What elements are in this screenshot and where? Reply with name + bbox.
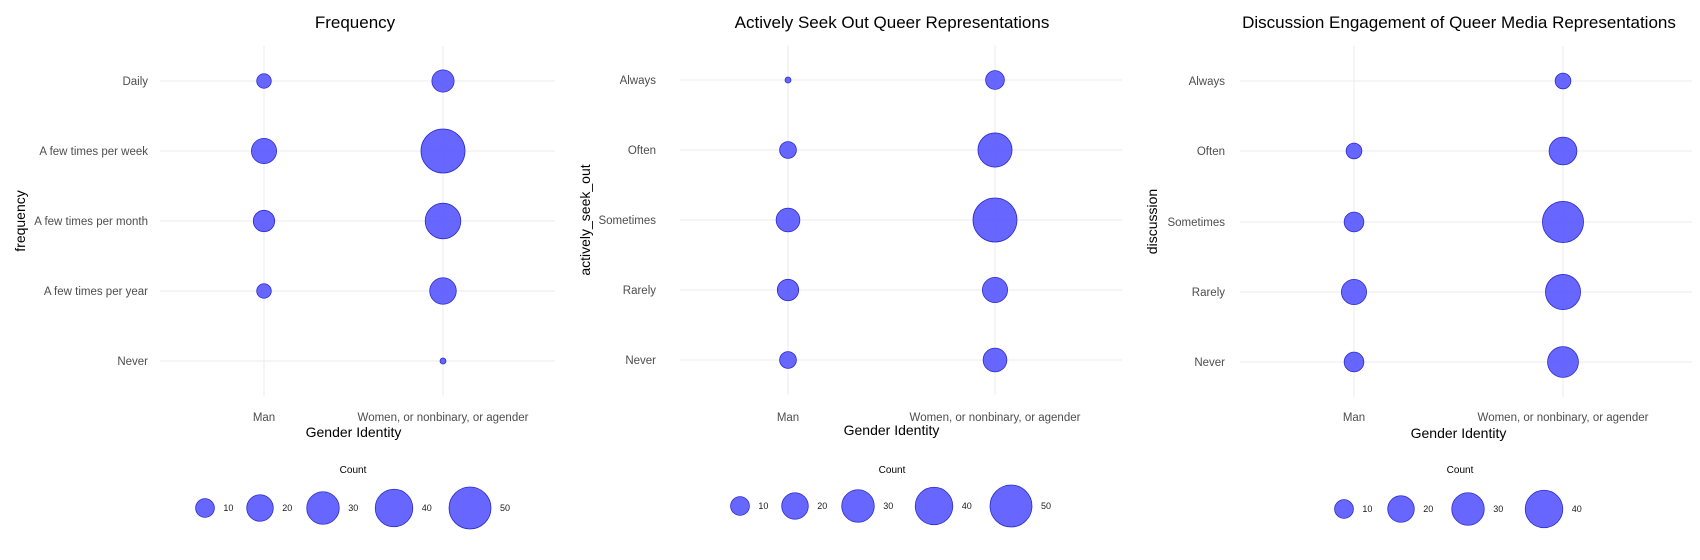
legend-key-label: 40 (1572, 504, 1582, 514)
x-tick-label: Women, or nonbinary, or agender (910, 412, 1081, 424)
data-bubble (776, 278, 800, 302)
y-tick-label: Always (620, 75, 657, 87)
data-bubble (256, 283, 272, 299)
legend-key-label: 50 (500, 503, 510, 513)
legend-title: Count (340, 465, 367, 476)
legend-key-bubble (374, 488, 414, 528)
data-bubble (252, 209, 276, 233)
y-tick-label: Never (117, 356, 148, 368)
legend-key-bubble (1334, 499, 1354, 519)
y-tick-label: Daily (122, 76, 148, 88)
data-bubble (1554, 72, 1572, 90)
data-bubble (429, 277, 457, 305)
data-bubble (431, 69, 455, 93)
data-bubble (1547, 346, 1579, 378)
data-bubble (779, 141, 797, 159)
legend-key-bubble (1387, 495, 1415, 523)
data-bubble (779, 351, 797, 369)
panel-1: Frequency Daily A few times per week A few … (12, 13, 555, 530)
legend-key-label: 20 (1423, 504, 1433, 514)
legend-key-label: 40 (422, 503, 432, 513)
legend-key-label: 20 (282, 503, 292, 513)
legend-key-bubble (195, 498, 215, 518)
y-tick-label: A few times per week (39, 146, 148, 158)
x-axis-title: Gender Identity (844, 422, 940, 438)
y-tick-label: A few times per month (34, 216, 148, 228)
y-axis-title: actively_seek_out (577, 164, 593, 275)
legend-key-bubble (781, 492, 809, 520)
data-bubble (982, 347, 1008, 373)
data-bubble (1343, 351, 1365, 373)
y-tick-label: Never (1194, 357, 1225, 369)
legend-key-label: 30 (883, 501, 893, 511)
panel-2: Actively Seek Out Queer Representations A… (577, 13, 1122, 528)
y-tick-label: Sometimes (1167, 217, 1225, 229)
legend-key-bubble (841, 489, 875, 523)
y-tick-label: Rarely (623, 285, 656, 297)
data-bubble (1542, 201, 1584, 243)
data-bubble (1545, 274, 1581, 310)
legend-title: Count (1447, 465, 1474, 476)
data-bubble (420, 128, 466, 174)
y-axis-title: discussion (1144, 189, 1160, 254)
data-bubble (1341, 279, 1367, 305)
legend-key-bubble (1451, 492, 1485, 526)
data-bubble (775, 207, 801, 233)
legend-key-label: 10 (1362, 504, 1372, 514)
data-bubble (784, 76, 792, 84)
y-tick-label: Often (1197, 146, 1225, 158)
data-bubble (439, 357, 447, 365)
data-bubble (1345, 142, 1363, 160)
legend-key-label: 50 (1041, 501, 1051, 511)
x-tick-label: Women, or nonbinary, or agender (1478, 412, 1649, 424)
y-tick-label: A few times per year (44, 286, 148, 298)
legend-key-bubble (306, 491, 340, 525)
legend-key-bubble (1524, 489, 1564, 529)
legend-key-label: 10 (758, 501, 768, 511)
data-bubble (977, 132, 1013, 168)
y-tick-label: Always (1189, 76, 1226, 88)
data-bubble (985, 70, 1005, 90)
x-tick-label: Man (1343, 412, 1365, 424)
data-bubble (256, 73, 272, 89)
legend-key-label: 40 (962, 501, 972, 511)
legend-key-label: 10 (223, 503, 233, 513)
x-axis-title: Gender Identity (306, 424, 402, 440)
x-tick-label: Man (777, 412, 799, 424)
y-tick-label: Rarely (1192, 287, 1225, 299)
legend-key-label: 30 (1493, 504, 1503, 514)
legend-key-bubble (989, 484, 1033, 528)
legend-key-label: 30 (348, 503, 358, 513)
chart-title: Discussion Engagement of Queer Media Rep… (1242, 13, 1676, 32)
y-tick-label: Never (625, 355, 656, 367)
x-tick-label: Man (253, 412, 275, 424)
y-axis-title: frequency (12, 190, 28, 251)
data-bubble (251, 138, 277, 164)
legend-key-label: 20 (817, 501, 827, 511)
chart-title: Actively Seek Out Queer Representations (735, 13, 1050, 32)
legend-key-bubble (246, 494, 274, 522)
data-bubble (982, 277, 1008, 303)
chart-title: Frequency (315, 13, 396, 32)
data-bubble (972, 197, 1018, 243)
x-axis-title: Gender Identity (1411, 425, 1507, 441)
x-tick-label: Women, or nonbinary, or agender (358, 412, 529, 424)
y-tick-label: Often (628, 145, 656, 157)
panel-3: Discussion Engagement of Queer Media Rep… (1144, 13, 1692, 529)
data-bubble (1548, 136, 1578, 166)
legend-key-bubble (448, 486, 492, 530)
legend-title: Count (879, 465, 906, 476)
y-tick-label: Sometimes (598, 215, 656, 227)
legend-key-bubble (914, 486, 954, 526)
legend-key-bubble (730, 496, 750, 516)
data-bubble (424, 202, 462, 240)
data-bubble (1343, 211, 1365, 233)
